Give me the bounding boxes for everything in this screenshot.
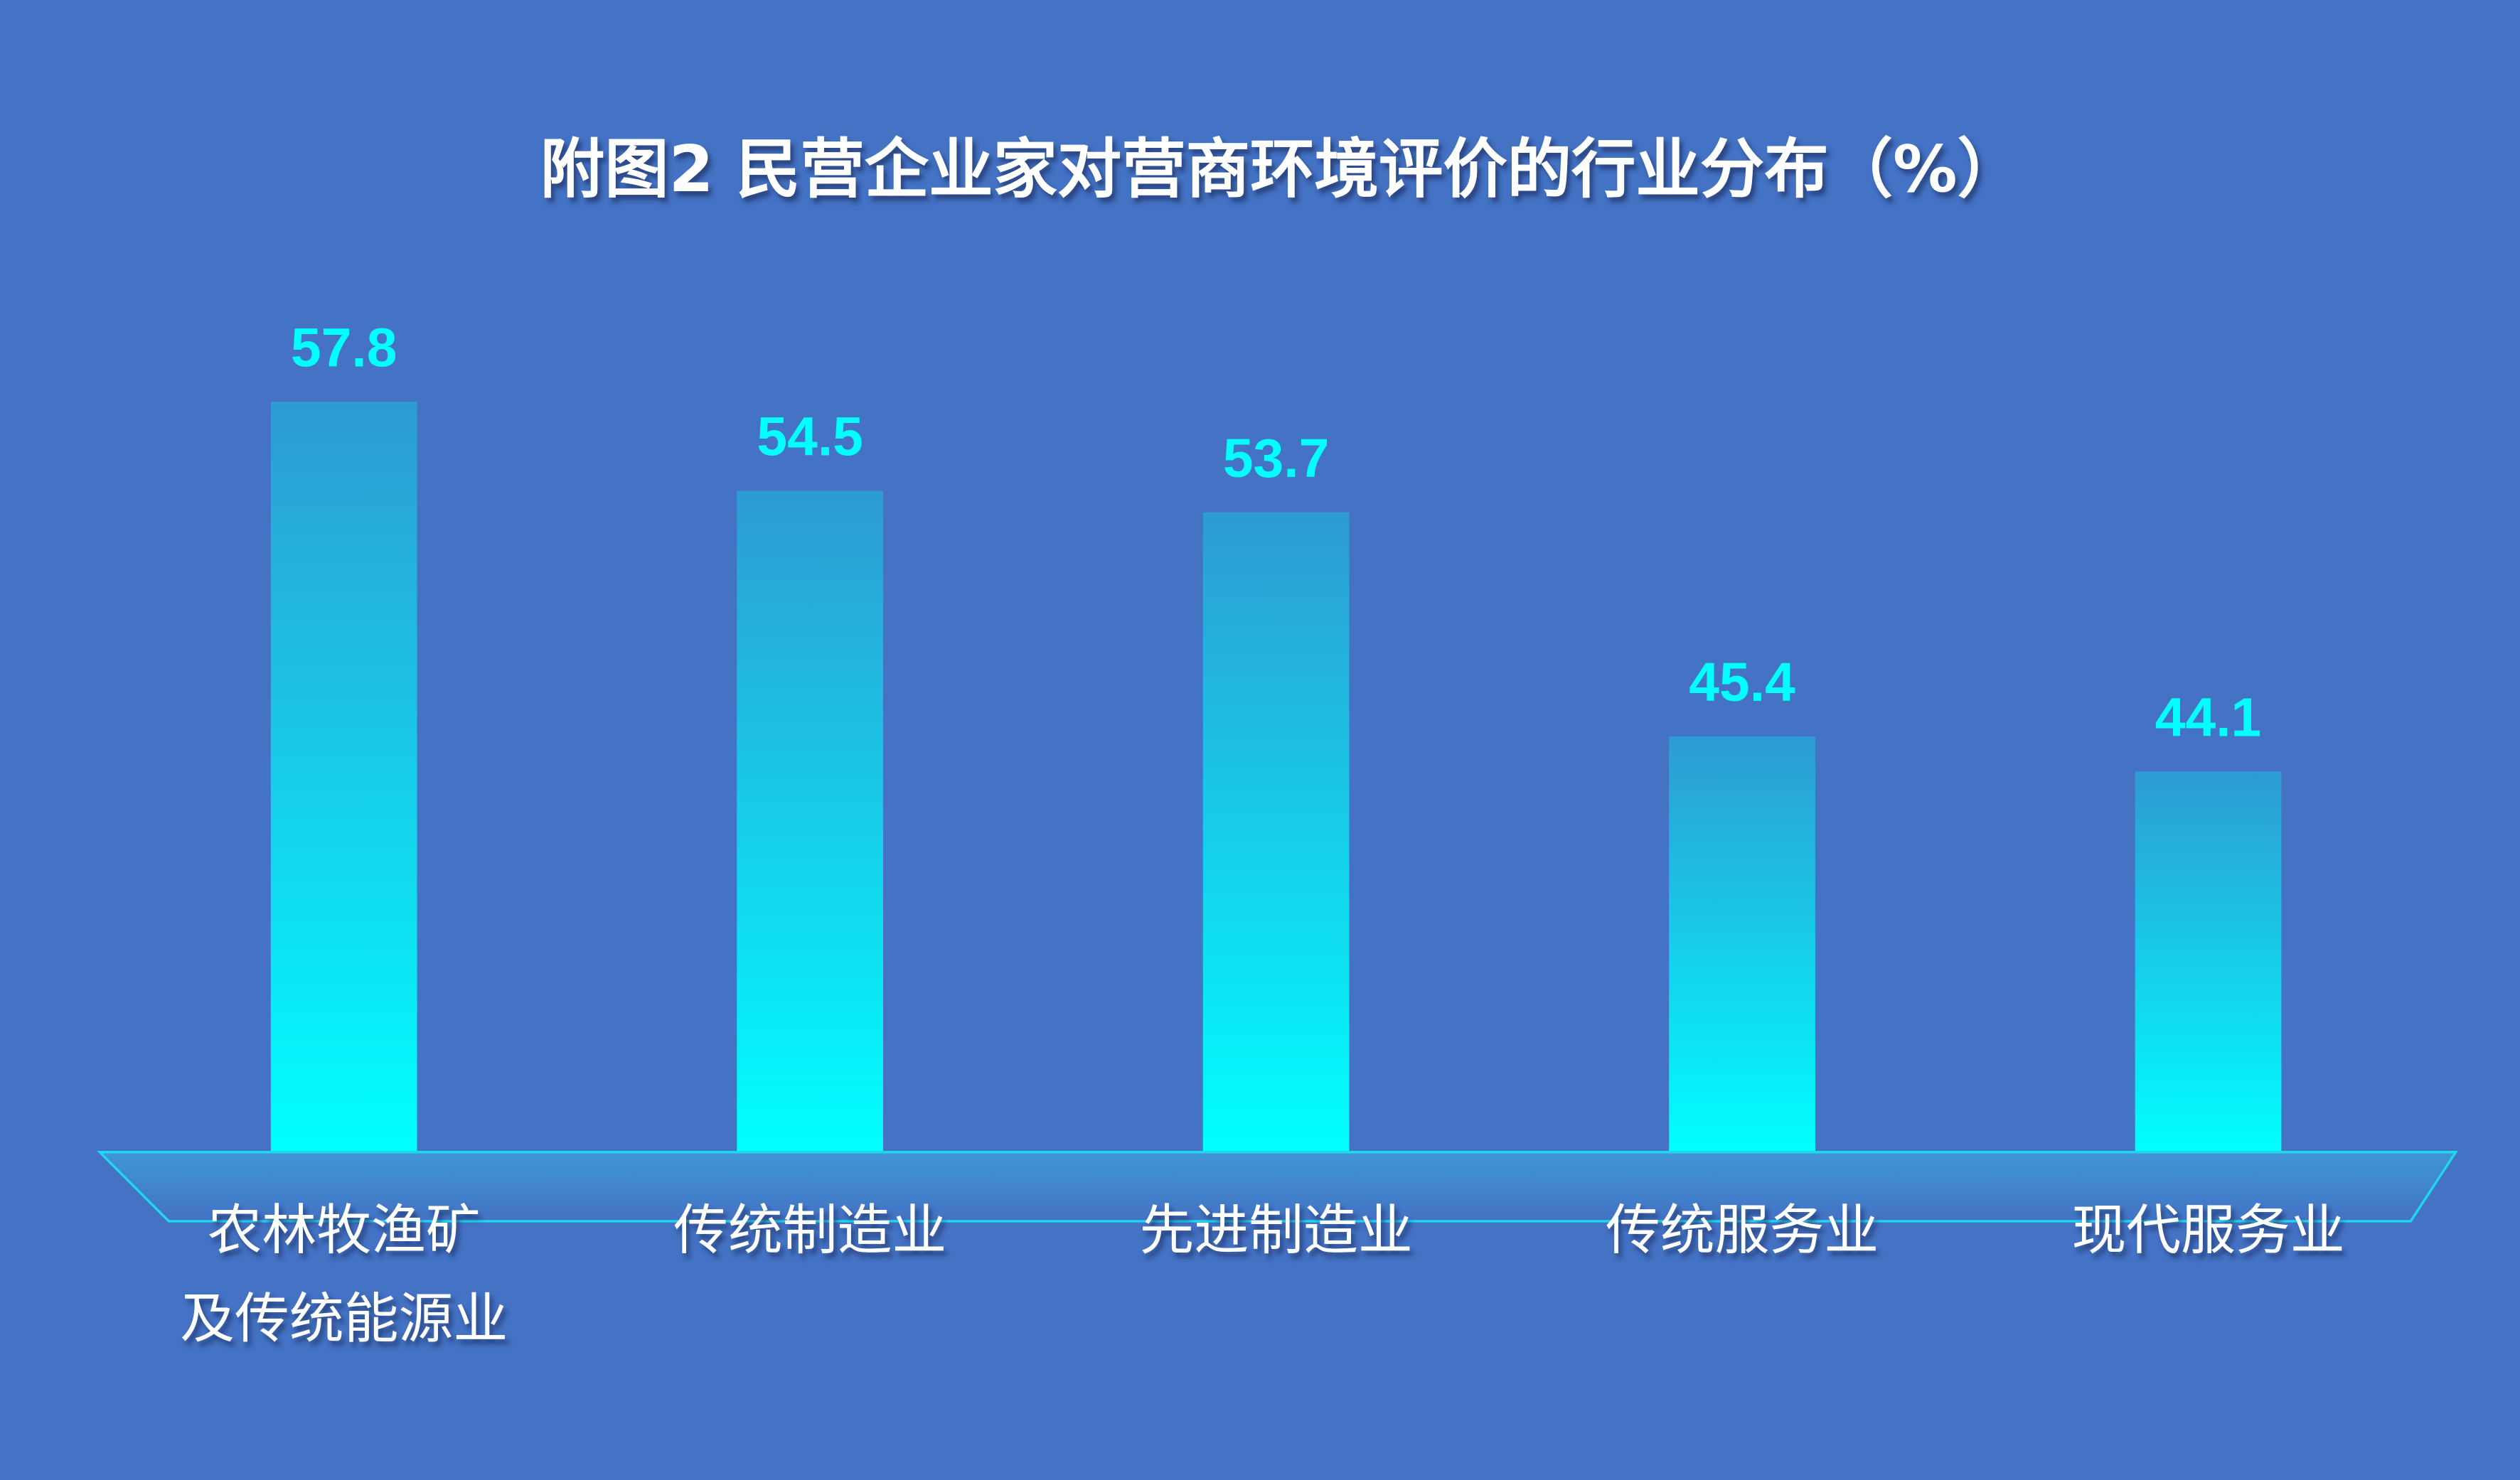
value-label: 45.4 <box>1689 652 1795 713</box>
value-label: 57.8 <box>291 317 397 378</box>
value-label: 44.1 <box>2155 687 2262 749</box>
bar <box>1202 512 1350 1152</box>
x-tick-label: 传统服务业 <box>1606 1199 1879 1262</box>
x-tick-label: 传统制造业 <box>673 1199 946 1262</box>
bar <box>737 490 883 1152</box>
x-tick-label: 及传统能源业 <box>180 1287 508 1351</box>
x-tick-label: 农林牧渔矿 <box>208 1199 481 1262</box>
x-tick-label: 先进制造业 <box>1140 1199 1413 1262</box>
bar <box>1669 736 1815 1152</box>
bar <box>270 402 417 1152</box>
bar <box>2135 771 2282 1152</box>
base-platform <box>97 1151 2458 1223</box>
value-label: 54.5 <box>757 407 863 468</box>
chart-title: 附图2 民营企业家对营商环境评价的行业分布（%） <box>540 132 2022 207</box>
value-label: 53.7 <box>1223 428 1330 489</box>
x-tick-label: 现代服务业 <box>2071 1199 2344 1262</box>
